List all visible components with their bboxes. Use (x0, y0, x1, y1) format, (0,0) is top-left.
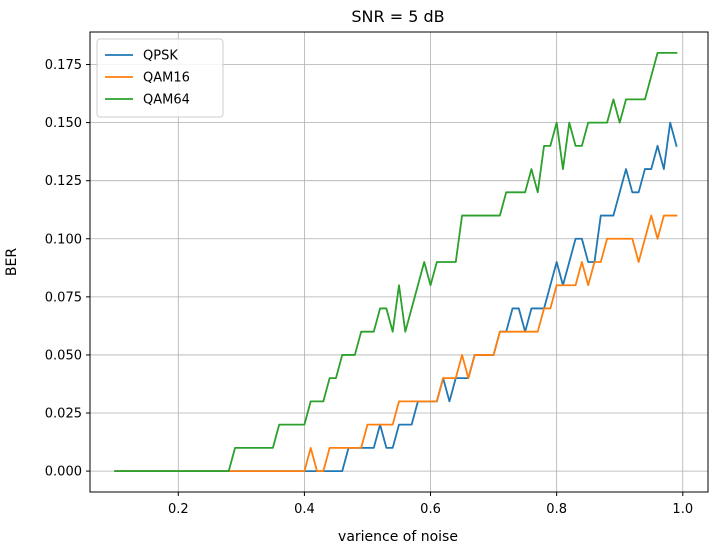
y-tick-label: 0.150 (45, 116, 82, 131)
x-axis-label: varience of noise (338, 529, 458, 545)
x-tick-label: 0.2 (168, 502, 189, 517)
y-tick-label: 0.025 (45, 407, 82, 422)
legend-label-qam64: QAM64 (143, 93, 190, 108)
y-axis-label: BER (4, 248, 20, 276)
legend-box (96, 38, 224, 118)
x-tick-label: 1.0 (672, 502, 693, 517)
y-tick-label: 0.050 (45, 348, 82, 363)
y-tick-label: 0.175 (45, 58, 82, 73)
x-axis-ticks: 0.2 0.4 0.6 0.8 1.0 (168, 492, 693, 517)
y-tick-label: 0.075 (45, 290, 82, 305)
chart-title: SNR = 5 dB (351, 7, 444, 26)
legend: QPSK QAM16 QAM64 (96, 38, 224, 118)
grid (90, 32, 708, 492)
plot-area-frame (89, 31, 709, 493)
y-tick-label: 0.100 (45, 232, 82, 247)
series-lines (114, 52, 678, 472)
legend-label-qam16: QAM16 (143, 71, 190, 86)
series-line-qam64 (114, 52, 678, 472)
x-tick-label: 0.8 (546, 502, 567, 517)
legend-label-qpsk: QPSK (143, 49, 178, 64)
x-tick-label: 0.4 (294, 502, 315, 517)
x-tick-label: 0.6 (420, 502, 441, 517)
y-tick-label: 0.000 (45, 465, 82, 480)
y-tick-label: 0.125 (45, 174, 82, 189)
y-axis-ticks: 0.000 0.025 0.050 0.075 0.100 0.125 0.150 0.175 (45, 58, 90, 480)
